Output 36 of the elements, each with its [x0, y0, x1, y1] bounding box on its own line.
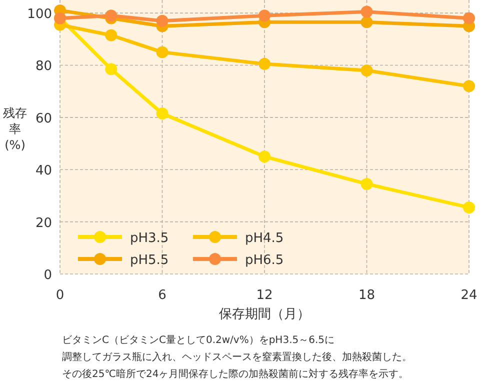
legend-label: pH5.5 — [130, 253, 169, 268]
point — [258, 150, 270, 163]
text: その後25℃暗所で24ヶ月間保存した際の加熱殺菌前に対する残存率を示す。 — [62, 368, 409, 381]
point — [258, 10, 270, 22]
point — [156, 14, 168, 27]
point — [463, 12, 475, 24]
y-tick-label: 0 — [44, 268, 52, 283]
point — [360, 178, 373, 190]
y-tick-label: 20 — [35, 216, 52, 231]
x-tick-label: 18 — [358, 288, 376, 303]
y-axis-title: 残存率(%) — [2, 105, 28, 153]
point — [258, 58, 270, 70]
text: ビタミンC（ビタミンC量として0.2w/v%）をpH3.5～6.5に — [62, 334, 335, 347]
point — [156, 46, 168, 58]
point — [156, 108, 168, 120]
y-tick-label: 40 — [35, 164, 52, 179]
point — [105, 29, 118, 42]
x-tick-label: 12 — [256, 288, 273, 303]
point — [360, 6, 373, 18]
point — [105, 63, 118, 76]
x-tick-label: 0 — [56, 288, 64, 303]
text: 調整してガラス瓶に入れ、ヘッドスペースを窒素置換した後、加熱殺菌した。 — [62, 350, 412, 364]
point — [463, 201, 475, 214]
point — [360, 64, 373, 76]
legend-label: pH3.5 — [130, 231, 169, 246]
x-tick-label: 24 — [460, 288, 478, 303]
y-tick-label: 60 — [35, 111, 52, 126]
x-tick-label: 6 — [158, 288, 166, 303]
point — [105, 10, 118, 22]
x-axis-title: 保存期間（月） — [219, 307, 310, 322]
y-tick-label: 80 — [35, 59, 52, 74]
legend-label: pH6.5 — [245, 253, 284, 268]
point — [463, 80, 475, 92]
y-tick-label: 100 — [27, 7, 52, 22]
legend-label: pH4.5 — [245, 231, 284, 246]
point — [360, 16, 373, 28]
